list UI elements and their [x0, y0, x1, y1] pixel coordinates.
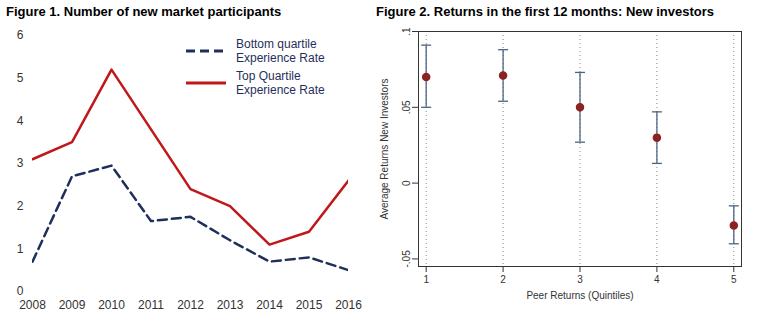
svg-text:2: 2 — [500, 274, 506, 285]
svg-text:2: 2 — [17, 199, 24, 213]
svg-text:Peer Returns (Quintiles): Peer Returns (Quintiles) — [526, 290, 633, 301]
html-text:Figure 2. Returns in the first: Figure 2. Returns in the first 12 months… — [376, 4, 715, 19]
html-text:Bottom quartile Experience Rat: Bottom quartile Experience Rate — [236, 37, 325, 65]
svg-text:2015: 2015 — [296, 298, 323, 312]
svg-text:5: 5 — [731, 274, 737, 285]
svg-text:2014: 2014 — [256, 298, 283, 312]
svg-text:-.05: -.05 — [401, 250, 412, 268]
svg-text:3: 3 — [577, 274, 583, 285]
svg-text:4: 4 — [654, 274, 660, 285]
svg-text:5: 5 — [17, 71, 24, 85]
svg-text:6: 6 — [17, 28, 24, 42]
svg-text:2012: 2012 — [177, 298, 204, 312]
svg-text:2009: 2009 — [59, 298, 86, 312]
svg-text:.05: .05 — [401, 100, 412, 114]
svg-text:0: 0 — [17, 284, 24, 298]
svg-text:2011: 2011 — [138, 298, 164, 312]
svg-text:2008: 2008 — [19, 298, 46, 312]
svg-text:0: 0 — [401, 180, 412, 186]
svg-text:.1: .1 — [401, 27, 412, 36]
svg-text:2013: 2013 — [217, 298, 244, 312]
svg-text:1: 1 — [423, 274, 429, 285]
svg-text:4: 4 — [17, 114, 24, 128]
svg-text:Average Returns New Investors: Average Returns New Investors — [379, 79, 390, 220]
svg-text:2010: 2010 — [98, 298, 125, 312]
html-text:Figure 1. Number of new market: Figure 1. Number of new market participa… — [6, 4, 282, 19]
html-text:Top Quartile Experience Rate: Top Quartile Experience Rate — [236, 69, 325, 97]
svg-text:1: 1 — [17, 242, 24, 256]
svg-text:2016: 2016 — [335, 298, 362, 312]
svg-text:3: 3 — [17, 156, 24, 170]
